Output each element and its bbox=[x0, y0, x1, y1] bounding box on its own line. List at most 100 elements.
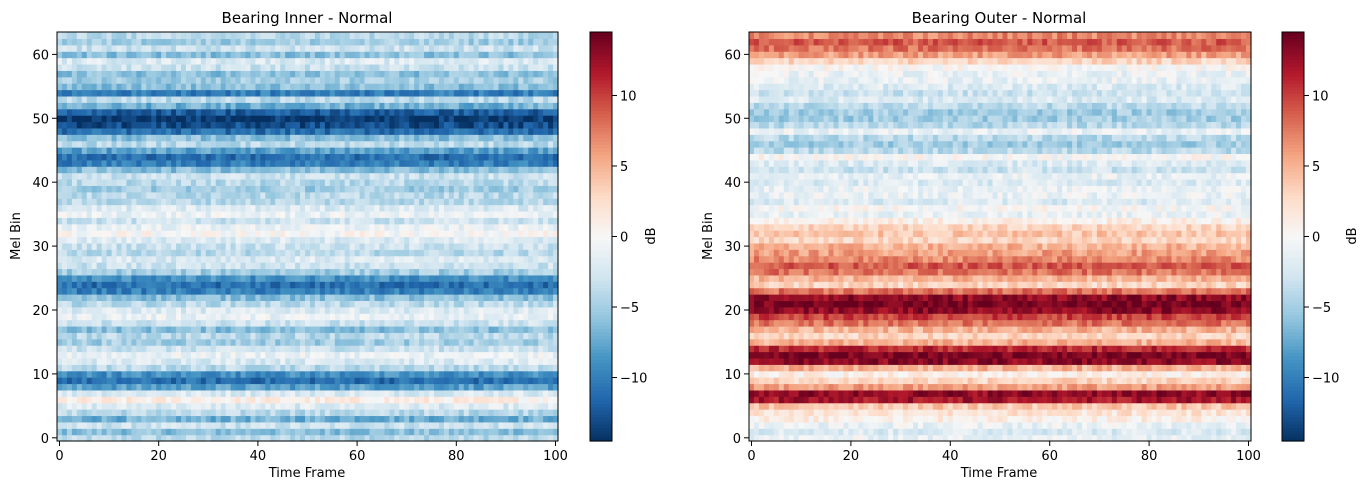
heatmap-cell bbox=[433, 332, 440, 340]
heatmap-cell bbox=[409, 421, 415, 429]
heatmap-cell bbox=[215, 434, 222, 442]
heatmap-cell bbox=[200, 364, 207, 372]
heatmap-cell bbox=[176, 223, 182, 231]
heatmap-cell bbox=[240, 147, 247, 155]
heatmap-cell bbox=[488, 383, 495, 391]
heatmap-cell bbox=[210, 172, 217, 180]
heatmap-cell bbox=[265, 134, 271, 142]
heatmap-cell bbox=[240, 223, 247, 231]
heatmap-cell bbox=[240, 370, 247, 378]
heatmap-cell bbox=[161, 396, 167, 404]
heatmap-cell bbox=[389, 332, 395, 340]
heatmap-cell bbox=[161, 389, 167, 397]
heatmap-cell bbox=[136, 364, 142, 372]
heatmap-cell bbox=[190, 191, 197, 199]
heatmap-cell bbox=[409, 172, 415, 180]
heatmap-cell bbox=[379, 217, 385, 225]
heatmap-cell bbox=[453, 262, 460, 270]
heatmap-cell bbox=[498, 319, 505, 327]
heatmap-cell bbox=[91, 268, 98, 276]
heatmap-cell bbox=[533, 147, 539, 155]
heatmap-cell bbox=[57, 127, 63, 135]
heatmap-cell bbox=[399, 338, 405, 346]
heatmap-cell bbox=[220, 274, 227, 282]
heatmap-cell bbox=[399, 287, 405, 295]
heatmap-cell bbox=[359, 198, 366, 206]
heatmap-cell bbox=[205, 153, 212, 161]
heatmap-cell bbox=[433, 351, 440, 359]
heatmap-cell bbox=[409, 159, 415, 167]
heatmap-cell bbox=[548, 370, 554, 378]
heatmap-cell bbox=[354, 383, 361, 391]
heatmap-cell bbox=[399, 325, 405, 333]
heatmap-cell bbox=[111, 121, 118, 129]
heatmap-cell bbox=[488, 147, 495, 155]
heatmap-cell bbox=[448, 332, 455, 340]
heatmap-cell bbox=[305, 127, 311, 135]
heatmap-cell bbox=[230, 178, 237, 186]
heatmap-cell bbox=[255, 351, 261, 359]
heatmap-cell bbox=[250, 140, 257, 148]
heatmap-cell bbox=[548, 281, 554, 289]
heatmap-cell bbox=[195, 153, 202, 161]
heatmap-cell bbox=[349, 159, 356, 167]
heatmap-cell bbox=[101, 313, 108, 321]
heatmap-cell bbox=[161, 178, 167, 186]
heatmap-cell bbox=[116, 147, 123, 155]
heatmap-cell bbox=[96, 249, 103, 257]
heatmap-cell bbox=[185, 421, 192, 429]
heatmap-cell bbox=[488, 300, 495, 308]
heatmap-cell bbox=[324, 364, 331, 372]
heatmap-cell bbox=[339, 166, 346, 174]
heatmap-cell bbox=[448, 389, 455, 397]
heatmap-cell bbox=[290, 185, 296, 193]
heatmap-cell bbox=[424, 389, 430, 397]
heatmap-cell bbox=[116, 255, 123, 263]
heatmap-cell bbox=[448, 217, 455, 225]
heatmap-cell bbox=[190, 409, 197, 417]
heatmap-cell bbox=[220, 204, 227, 212]
heatmap-cell bbox=[503, 402, 509, 410]
heatmap-cell bbox=[329, 421, 336, 429]
heatmap-cell bbox=[101, 396, 108, 404]
heatmap-cell bbox=[359, 242, 366, 250]
heatmap-cell bbox=[374, 281, 381, 289]
heatmap-cell bbox=[389, 396, 395, 404]
heatmap-cell bbox=[443, 351, 450, 359]
heatmap-cell bbox=[409, 217, 415, 225]
heatmap-cell bbox=[548, 357, 554, 365]
heatmap-cell bbox=[468, 351, 475, 359]
heatmap-cell bbox=[493, 351, 500, 359]
heatmap-cell bbox=[309, 300, 316, 308]
heatmap-cell bbox=[265, 255, 271, 263]
heatmap-cell bbox=[309, 255, 316, 263]
heatmap-cell bbox=[96, 325, 103, 333]
heatmap-cell bbox=[354, 370, 361, 378]
heatmap-cell bbox=[250, 294, 257, 302]
heatmap-cell bbox=[57, 198, 63, 206]
heatmap-cell bbox=[166, 217, 172, 225]
heatmap-cell bbox=[394, 313, 400, 321]
heatmap-cell bbox=[334, 415, 341, 423]
heatmap-cell bbox=[66, 370, 73, 378]
heatmap-cell bbox=[538, 294, 544, 302]
heatmap-cell bbox=[285, 172, 291, 180]
heatmap-cell bbox=[364, 421, 371, 429]
heatmap-cell bbox=[404, 294, 410, 302]
heatmap-cell bbox=[151, 255, 157, 263]
heatmap-cell bbox=[146, 159, 152, 167]
heatmap-cell bbox=[116, 325, 123, 333]
heatmap-cell bbox=[76, 383, 83, 391]
heatmap-cell bbox=[359, 127, 366, 135]
heatmap-cell bbox=[200, 338, 207, 346]
heatmap-cell bbox=[300, 370, 306, 378]
heatmap-cell bbox=[493, 364, 500, 372]
heatmap-cell bbox=[389, 281, 395, 289]
heatmap-cell bbox=[210, 153, 217, 161]
heatmap-cell bbox=[354, 389, 361, 397]
heatmap-cell bbox=[359, 319, 366, 327]
heatmap-cell bbox=[156, 409, 162, 417]
heatmap-cell bbox=[478, 383, 485, 391]
heatmap-cell bbox=[319, 345, 326, 353]
heatmap-cell bbox=[443, 332, 450, 340]
